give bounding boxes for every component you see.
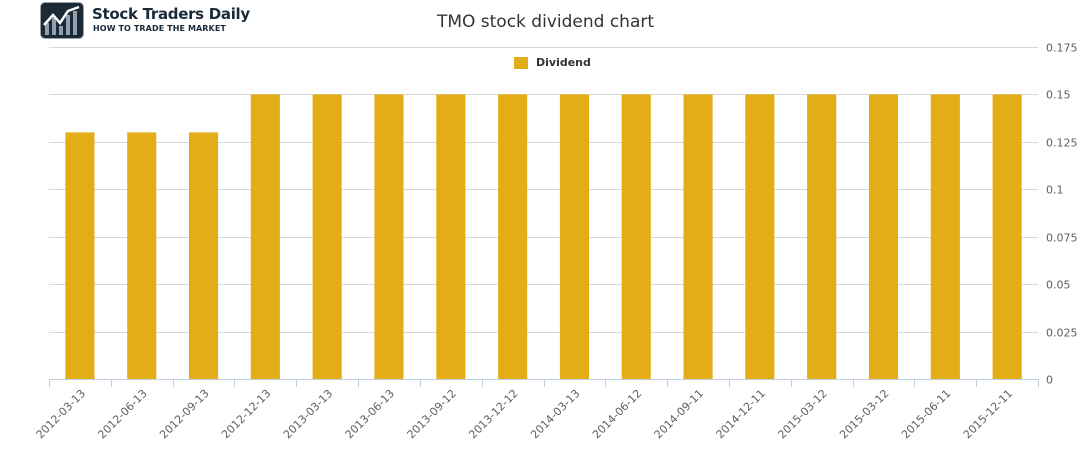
dividend-bar[interactable]	[868, 94, 898, 380]
logo: Stock Traders Daily HOW TO TRADE THE MAR…	[40, 2, 250, 40]
dividend-bar[interactable]	[312, 94, 342, 380]
dividend-bar[interactable]	[807, 94, 837, 380]
x-axis	[49, 379, 1039, 387]
x-axis-ticks: 2012-03-13 2012-06-13 2012-09-13 2012-12-13…	[34, 387, 1016, 441]
x-tick-label: 2012-06-13	[95, 387, 149, 441]
y-tick-label: 0.125	[1046, 137, 1078, 150]
y-tick-label: 0.1	[1046, 184, 1064, 197]
dividend-bar[interactable]	[745, 94, 775, 380]
x-tick-label: 2012-09-13	[157, 387, 211, 441]
y-tick-label: 0.175	[1046, 42, 1078, 55]
x-tick-label: 2014-03-13	[528, 387, 582, 441]
y-tick-label: 0.05	[1046, 279, 1071, 292]
y-tick-label: 0.025	[1046, 327, 1078, 340]
y-tick-label: 0	[1046, 374, 1053, 387]
x-tick-label: 2014-12-11	[714, 387, 768, 441]
x-tick-label: 2015-06-11	[899, 387, 953, 441]
x-tick-label: 2015-03-12	[775, 387, 829, 441]
dividend-bar[interactable]	[930, 94, 960, 380]
dividend-bar[interactable]	[374, 94, 404, 380]
dividend-bar[interactable]	[683, 94, 713, 380]
legend-swatch	[514, 57, 528, 69]
y-axis-ticks: 0 0.025 0.05 0.075 0.1 0.125 0.15 0.175	[1046, 42, 1078, 387]
y-tick-label: 0.15	[1046, 89, 1071, 102]
logo-name: Stock Traders Daily	[92, 5, 250, 23]
dividend-bar[interactable]	[992, 94, 1022, 380]
dividend-bar[interactable]	[250, 94, 280, 380]
dividend-bar[interactable]	[436, 94, 466, 380]
chart-trend-icon	[40, 2, 84, 39]
dividend-bar[interactable]	[127, 132, 157, 379]
x-tick-label: 2013-03-13	[281, 387, 335, 441]
x-tick-label: 2013-06-13	[343, 387, 397, 441]
x-tick-label: 2015-12-11	[961, 387, 1015, 441]
dividend-bar[interactable]	[189, 132, 219, 379]
dividend-bar[interactable]	[621, 94, 651, 380]
dividend-bar[interactable]	[65, 132, 95, 379]
logo-tagline: HOW TO TRADE THE MARKET	[93, 24, 226, 33]
x-tick-label: 2012-12-13	[219, 387, 273, 441]
x-tick-label: 2014-09-11	[652, 387, 706, 441]
y-tick-label: 0.075	[1046, 232, 1078, 245]
x-tick-label: 2013-12-12	[466, 387, 520, 441]
x-tick-label: 2014-06-12	[590, 387, 644, 441]
x-tick-label: 2012-03-13	[34, 387, 88, 441]
dividend-bar[interactable]	[498, 94, 528, 380]
chart-title: TMO stock dividend chart	[436, 12, 655, 32]
dividend-bar[interactable]	[559, 94, 589, 380]
bars	[65, 94, 1022, 380]
x-tick-label: 2013-09-12	[405, 387, 459, 441]
x-tick-label: 2015-03-12	[837, 387, 891, 441]
legend-label: Dividend	[536, 56, 591, 69]
